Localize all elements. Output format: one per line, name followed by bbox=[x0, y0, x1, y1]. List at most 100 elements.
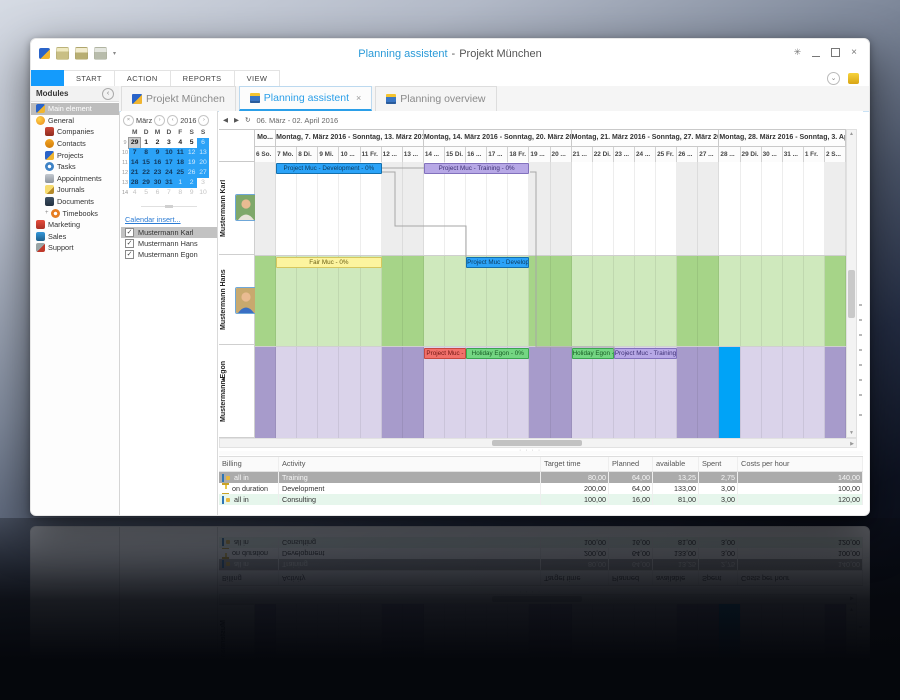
sidebar-item-documents[interactable]: Documents bbox=[31, 196, 119, 208]
save-as-icon[interactable] bbox=[75, 47, 88, 60]
print-icon[interactable] bbox=[94, 47, 107, 60]
doc-tab-planning-assistent[interactable]: Planning assistent × bbox=[238, 86, 373, 111]
sidebar-item-appointments[interactable]: Appointments bbox=[31, 173, 119, 185]
modules-collapse-icon[interactable]: ‹ bbox=[102, 88, 114, 100]
close-icon[interactable]: × bbox=[851, 47, 857, 58]
calendar-day[interactable]: 24 bbox=[163, 168, 175, 178]
calendar-day[interactable]: 2 bbox=[155, 139, 160, 146]
ribbon-tab-reports[interactable]: REPORTS bbox=[170, 70, 235, 86]
calendar-day[interactable]: 30 bbox=[151, 178, 164, 188]
year-prev-icon[interactable]: ‹ bbox=[167, 114, 179, 126]
vertical-scroll-thumb[interactable] bbox=[848, 270, 855, 318]
table-row-development[interactable]: on duration Development 200,00 64,00 133,00 3… bbox=[219, 483, 863, 494]
gantt-bar[interactable]: Project Muc - Develop bbox=[466, 257, 530, 268]
calendar-day[interactable]: 23 bbox=[151, 168, 164, 178]
calendar-day[interactable]: 11 bbox=[174, 148, 186, 158]
checkbox-icon[interactable]: ✓ bbox=[125, 239, 134, 248]
scroll-up-icon[interactable]: ▲ bbox=[849, 131, 854, 137]
scroll-left-icon[interactable]: ◄ bbox=[220, 377, 226, 383]
checkbox-icon[interactable]: ✓ bbox=[125, 228, 134, 237]
gantt-refresh-icon[interactable]: ↻ bbox=[245, 117, 251, 124]
calendar-day[interactable]: 9 bbox=[151, 148, 164, 158]
gantt-bar[interactable]: Fair Muc - 0% bbox=[276, 257, 382, 268]
calendar-day[interactable]: 17 bbox=[163, 158, 175, 168]
calendar-day[interactable]: 1 bbox=[144, 139, 148, 146]
sidebar-item-main-element[interactable]: Main element bbox=[31, 103, 119, 115]
gantt-prev-icon[interactable]: ◀ bbox=[223, 117, 228, 124]
ribbon-tab-start[interactable]: START bbox=[64, 70, 115, 86]
column-header-target-time[interactable]: Target time bbox=[541, 457, 609, 471]
sidebar-item-marketing[interactable]: Marketing bbox=[31, 219, 119, 231]
calendar-day[interactable]: 2 bbox=[185, 178, 198, 188]
sidebar-item-general[interactable]: General bbox=[31, 115, 119, 127]
calendar-day[interactable]: 19 bbox=[185, 158, 198, 168]
calendar-day[interactable]: 28 bbox=[129, 178, 141, 188]
column-header-costs-per-hour[interactable]: Costs per hour bbox=[738, 457, 863, 471]
calendar-day[interactable]: 13 bbox=[197, 148, 209, 158]
sidebar-item-timebooks[interactable]: + Timebooks bbox=[31, 207, 119, 219]
scroll-down-icon[interactable]: ▼ bbox=[849, 430, 854, 436]
calendar-insert-link[interactable]: Calendar insert... bbox=[125, 215, 181, 224]
resource-row-mustermann-karl[interactable]: ✓ Mustermann Karl bbox=[121, 227, 217, 238]
calendar-close-icon[interactable]: × bbox=[123, 114, 134, 126]
year-next-icon[interactable]: › bbox=[198, 114, 210, 126]
doc-tab-projekt-münchen[interactable]: Projekt München bbox=[121, 86, 236, 111]
calendar-day[interactable]: 14 bbox=[129, 158, 141, 168]
sidebar-item-support[interactable]: Support bbox=[31, 242, 119, 254]
calendar-day[interactable]: 3 bbox=[166, 139, 171, 146]
month-next-icon[interactable]: › bbox=[154, 114, 166, 126]
checkbox-icon[interactable]: ✓ bbox=[125, 250, 134, 259]
column-header-activity[interactable]: Activity bbox=[279, 457, 541, 471]
resource-row-mustermann-hans[interactable]: ✓ Mustermann Hans bbox=[121, 238, 217, 249]
calendar-day[interactable]: 8 bbox=[140, 148, 152, 158]
sidebar-item-companies[interactable]: Companies bbox=[31, 126, 119, 138]
resource-row-mustermann-egon[interactable]: ✓ Mustermann Egon bbox=[121, 249, 217, 260]
gantt-bar[interactable]: Holiday Egon - bbox=[571, 348, 614, 359]
horizontal-scroll-thumb[interactable] bbox=[492, 440, 582, 446]
scroll-right-icon[interactable]: ▶ bbox=[850, 441, 854, 447]
gantt-bar[interactable]: Project Muc - Development - 0% bbox=[276, 163, 382, 174]
ribbon-collapse-icon[interactable]: ⌄ bbox=[827, 72, 840, 85]
column-header-planned[interactable]: Planned bbox=[609, 457, 653, 471]
gantt-bar[interactable]: Holiday Egon - 0% bbox=[466, 348, 530, 359]
calendar-day[interactable]: 7 bbox=[129, 148, 141, 158]
calendar-day[interactable]: 3 bbox=[201, 179, 205, 186]
calendar-day[interactable]: 12 bbox=[185, 148, 198, 158]
calendar-day[interactable]: 16 bbox=[151, 158, 164, 168]
calendar-day[interactable]: 5 bbox=[144, 189, 148, 196]
app-logo-icon[interactable] bbox=[39, 48, 50, 59]
calendar-day[interactable]: 27 bbox=[197, 168, 209, 178]
sidebar-item-sales[interactable]: Sales bbox=[31, 231, 119, 243]
calendar-day[interactable]: 29 bbox=[127, 137, 142, 149]
calendar-day[interactable]: 25 bbox=[174, 168, 186, 178]
calendar-day[interactable]: 4 bbox=[132, 189, 137, 196]
ribbon-tab-action[interactable]: ACTION bbox=[114, 70, 171, 86]
calendar-day[interactable]: 22 bbox=[140, 168, 152, 178]
calendar-day[interactable]: 8 bbox=[178, 189, 183, 196]
pin-icon[interactable]: ✳ bbox=[793, 47, 802, 57]
gantt-next-icon[interactable]: ▶ bbox=[234, 117, 239, 124]
help-icon[interactable] bbox=[848, 73, 859, 84]
calendar-day[interactable]: 1 bbox=[174, 178, 186, 188]
calendar-day[interactable]: 6 bbox=[155, 189, 160, 196]
sidebar-item-projects[interactable]: Projects bbox=[31, 149, 119, 161]
restore-icon[interactable] bbox=[831, 46, 844, 57]
gantt-vertical-scrollbar[interactable]: ▲ ▼ bbox=[846, 129, 857, 438]
calendar-day[interactable]: 31 bbox=[163, 178, 175, 188]
calendar-day[interactable]: 26 bbox=[185, 168, 198, 178]
column-header-available[interactable]: available bbox=[653, 457, 699, 471]
calendar-day[interactable]: 4 bbox=[178, 139, 183, 146]
sidebar-item-contacts[interactable]: Contacts bbox=[31, 138, 119, 150]
save-icon[interactable] bbox=[56, 47, 69, 60]
column-header-billing[interactable]: Billing bbox=[219, 457, 279, 471]
allday-event-block[interactable] bbox=[719, 347, 741, 440]
calendar-day[interactable]: 6 bbox=[197, 138, 209, 148]
calendar-day[interactable]: 7 bbox=[166, 189, 171, 196]
tab-close-icon[interactable]: × bbox=[356, 93, 362, 103]
column-header-spent[interactable]: Spent bbox=[699, 457, 738, 471]
calendar-day[interactable]: 15 bbox=[140, 158, 152, 168]
sidebar-item-tasks[interactable]: Tasks bbox=[31, 161, 119, 173]
gantt-bar[interactable]: Project Muc - Training bbox=[613, 348, 678, 359]
gantt-bar[interactable]: Project Muc - bbox=[423, 348, 467, 359]
table-row-training[interactable]: all in Training 80,00 64,00 13,25 2,75 140,00 bbox=[219, 472, 863, 483]
